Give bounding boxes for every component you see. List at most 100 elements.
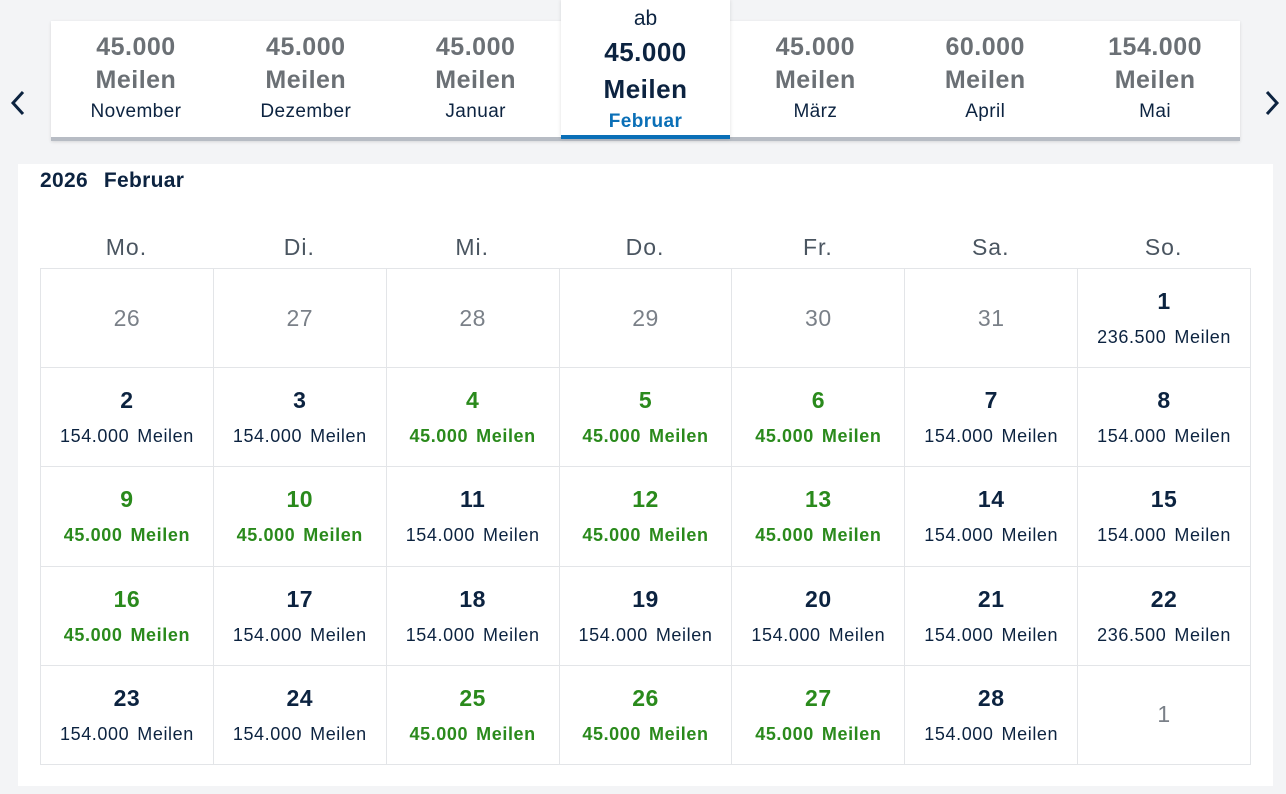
calendar-day[interactable]: 22 236.500 Meilen [1078, 566, 1251, 666]
day-number: 8 [1157, 387, 1171, 414]
month-name: Januar [445, 101, 506, 122]
month-name: März [793, 101, 838, 122]
weekday-label: Do. [625, 234, 665, 260]
calendar-day[interactable]: 2 154.000 Meilen [41, 368, 214, 468]
day-miles-unit: Meilen [310, 624, 367, 645]
day-miles: 45.000 [582, 723, 641, 744]
calendar-day[interactable]: 28 154.000 Meilen [905, 665, 1079, 765]
month-tab-dezember[interactable]: 45.000 Meilen Dezember [221, 21, 391, 137]
month-miles-unit: Meilen [603, 74, 688, 104]
calendar-day[interactable]: 15 154.000 Meilen [1078, 467, 1251, 567]
calendar-day[interactable]: 18 154.000 Meilen [386, 566, 560, 666]
day-number: 19 [632, 585, 659, 612]
calendar-day-outside: 26 [41, 269, 214, 369]
day-number: 27 [805, 684, 832, 711]
day-price: 154.000 Meilen [751, 625, 885, 646]
day-miles-unit: Meilen [1174, 426, 1232, 447]
calendar-day[interactable]: 25 45.000 Meilen [386, 665, 560, 765]
day-miles-unit: Meilen [821, 426, 882, 447]
day-number: 29 [632, 304, 659, 331]
next-month-button[interactable] [1260, 86, 1284, 120]
day-price: 45.000 Meilen [582, 426, 708, 447]
weekday-label: So. [1144, 234, 1183, 260]
calendar-day[interactable]: 6 45.000 Meilen [732, 368, 906, 468]
calendar-day[interactable]: 24 154.000 Meilen [213, 665, 387, 765]
day-price: 45.000 Meilen [237, 525, 363, 546]
calendar-day[interactable]: 14 154.000 Meilen [905, 467, 1079, 567]
day-miles: 154.000 [59, 426, 130, 447]
day-price: 154.000 Meilen [1097, 525, 1231, 546]
weekday-label: Fr. [802, 234, 833, 260]
calendar-day[interactable]: 17 154.000 Meilen [213, 566, 387, 666]
month-tab-mai[interactable]: 154.000 Meilen Mai [1070, 21, 1240, 137]
calendar-day[interactable]: 20 154.000 Meilen [732, 566, 906, 666]
day-miles-unit: Meilen [649, 426, 709, 447]
day-miles: 154.000 [59, 723, 130, 744]
month-tab-februar[interactable]: ab 45.000 Meilen Februar [560, 0, 731, 139]
calendar-day[interactable]: 10 45.000 Meilen [213, 467, 387, 567]
day-miles: 45.000 [236, 525, 296, 546]
calendar-day[interactable]: 16 45.000 Meilen [41, 566, 214, 666]
day-number: 15 [1150, 486, 1178, 513]
day-price: 154.000 Meilen [233, 426, 367, 447]
day-miles: 236.500 [1097, 624, 1167, 645]
day-price: 154.000 Meilen [233, 625, 367, 646]
day-miles: 236.500 [1097, 327, 1167, 348]
month-tab-april[interactable]: 60.000 Meilen April [900, 21, 1070, 137]
day-price: 154.000 Meilen [924, 525, 1058, 546]
day-number: 23 [113, 684, 141, 711]
month-tab-märz[interactable]: 45.000 Meilen März [730, 21, 900, 137]
month-tab-november[interactable]: 45.000 Meilen November [51, 21, 221, 137]
calendar-day[interactable]: 7 154.000 Meilen [905, 368, 1079, 468]
day-miles: 154.000 [924, 525, 994, 546]
day-miles-unit: Meilen [649, 723, 709, 744]
day-miles-unit: Meilen [828, 624, 886, 645]
calendar-day[interactable]: 26 45.000 Meilen [559, 665, 733, 765]
day-miles-unit: Meilen [482, 624, 540, 645]
calendar-day[interactable]: 23 154.000 Meilen [41, 665, 214, 765]
calendar-day[interactable]: 8 154.000 Meilen [1078, 368, 1251, 468]
chevron-right-icon [1265, 90, 1280, 116]
calendar-day[interactable]: 5 45.000 Meilen [559, 368, 733, 468]
day-number: 10 [286, 486, 314, 513]
calendar-day[interactable]: 9 45.000 Meilen [41, 467, 214, 567]
day-miles-unit: Meilen [1001, 426, 1059, 447]
month-tab-januar[interactable]: 45.000 Meilen Januar [391, 21, 561, 137]
day-miles: 154.000 [578, 624, 648, 645]
calendar-day[interactable]: 27 45.000 Meilen [732, 665, 906, 765]
day-number: 20 [805, 585, 832, 612]
day-miles-unit: Meilen [649, 525, 709, 546]
calendar-day-outside: 30 [732, 269, 906, 369]
prev-month-button[interactable] [6, 86, 30, 120]
calendar-day[interactable]: 19 154.000 Meilen [559, 566, 733, 666]
day-price: 154.000 Meilen [579, 625, 713, 646]
day-miles-unit: Meilen [310, 426, 367, 447]
day-miles-unit: Meilen [1001, 525, 1059, 546]
calendar-day-outside: 28 [386, 269, 560, 369]
calendar-day[interactable]: 4 45.000 Meilen [386, 368, 560, 468]
day-miles-unit: Meilen [1174, 525, 1232, 546]
day-number: 28 [459, 304, 486, 331]
calendar-day[interactable]: 1 236.500 Meilen [1078, 269, 1251, 369]
calendar-day[interactable]: 12 45.000 Meilen [559, 467, 733, 567]
day-price: 154.000 Meilen [924, 625, 1058, 646]
month-name: Mai [1139, 101, 1171, 122]
calendar-day-outside: 31 [905, 269, 1079, 369]
day-number: 30 [805, 304, 832, 331]
weekday-label: Mi. [455, 234, 489, 260]
day-miles-unit: Meilen [476, 723, 536, 744]
day-number: 26 [113, 304, 141, 331]
calendar-grid: 26 27 28 29 30 31 1 236.500 Meilen 2 154.000 Meilen… [40, 268, 1251, 765]
day-miles: 154.000 [232, 426, 303, 447]
day-miles: 154.000 [1097, 525, 1167, 546]
day-price: 45.000 Meilen [582, 724, 708, 745]
day-miles-unit: Meilen [1001, 624, 1059, 645]
calendar-day[interactable]: 21 154.000 Meilen [905, 566, 1079, 666]
day-miles-unit: Meilen [482, 525, 540, 546]
month-miles: 45.000 [604, 37, 687, 67]
day-price: 45.000 Meilen [409, 426, 535, 447]
calendar-day[interactable]: 13 45.000 Meilen [732, 467, 906, 567]
calendar-day[interactable]: 3 154.000 Meilen [213, 368, 387, 468]
day-price: 45.000 Meilen [755, 426, 881, 447]
calendar-day[interactable]: 11 154.000 Meilen [386, 467, 560, 567]
